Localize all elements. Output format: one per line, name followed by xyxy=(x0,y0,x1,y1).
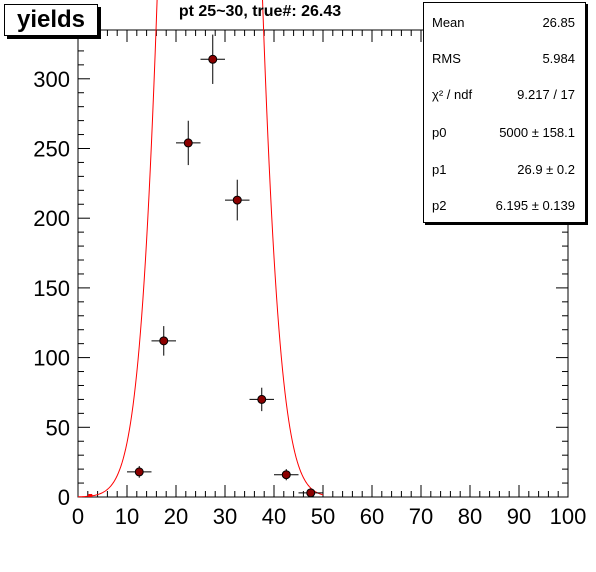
data-point xyxy=(281,470,291,480)
x-tick-label: 30 xyxy=(213,504,237,529)
empty-bin-marker xyxy=(88,494,93,497)
stat-row-mean: Mean 26.85 xyxy=(424,13,585,33)
stats-box: Mean 26.85 RMS 5.984 χ² / ndf 9.217 / 17… xyxy=(423,2,586,223)
fit-curve xyxy=(77,0,324,498)
stat-row-p0: p0 5000 ± 158.1 xyxy=(424,123,585,143)
x-tick-label: 100 xyxy=(550,504,587,529)
data-point xyxy=(183,138,193,148)
data-point xyxy=(159,336,169,346)
y-tick-label: 150 xyxy=(33,276,70,301)
stat-key: p2 xyxy=(432,198,447,213)
stat-value: 5000 ± 158.1 xyxy=(499,125,575,140)
stat-row-chi2: χ² / ndf 9.217 / 17 xyxy=(424,85,585,105)
y-tick-label: 50 xyxy=(46,415,70,440)
y-tick-label: 200 xyxy=(33,206,70,231)
data-points xyxy=(88,34,323,498)
data-point xyxy=(232,195,242,205)
y-tick-label: 100 xyxy=(33,346,70,371)
stat-value: 26.85 xyxy=(542,15,575,30)
x-tick-label: 70 xyxy=(409,504,433,529)
fit-layer xyxy=(77,0,324,498)
chart-subtitle: pt 25~30, true#: 26.43 xyxy=(178,3,342,20)
x-tick-label: 20 xyxy=(164,504,188,529)
y-tick-label: 250 xyxy=(33,136,70,161)
x-tick-label: 90 xyxy=(507,504,531,529)
x-tick-label: 60 xyxy=(360,504,384,529)
x-tick-label: 10 xyxy=(115,504,139,529)
stat-row-p2: p2 6.195 ± 0.139 xyxy=(424,196,585,216)
y-tick-label: 300 xyxy=(33,67,70,92)
stat-key: p0 xyxy=(432,125,447,140)
data-point xyxy=(134,467,144,477)
y-axis-tick-labels: 0 50 100 150 200 250 300 xyxy=(33,67,70,510)
stat-row-p1: p1 26.9 ± 0.2 xyxy=(424,160,585,180)
stat-key: RMS xyxy=(432,51,461,66)
data-point xyxy=(257,394,267,404)
x-tick-label: 0 xyxy=(72,504,84,529)
stat-key: Mean xyxy=(432,15,465,30)
stat-value: 26.9 ± 0.2 xyxy=(517,162,575,177)
histogram-title-box: yields xyxy=(4,4,98,36)
stat-key: χ² / ndf xyxy=(432,87,473,102)
stat-value: 6.195 ± 0.139 xyxy=(495,198,575,213)
data-point xyxy=(306,488,316,498)
stat-key: p1 xyxy=(432,162,447,177)
stat-row-rms: RMS 5.984 xyxy=(424,49,585,69)
x-tick-label: 40 xyxy=(262,504,286,529)
x-tick-label: 80 xyxy=(458,504,482,529)
stat-value: 9.217 / 17 xyxy=(517,87,575,102)
x-axis-tick-labels: 0 10 20 30 40 50 60 70 80 90 100 xyxy=(72,504,586,529)
data-point xyxy=(208,54,218,64)
y-tick-label: 0 xyxy=(58,485,70,510)
x-tick-label: 50 xyxy=(311,504,335,529)
stat-value: 5.984 xyxy=(542,51,575,66)
